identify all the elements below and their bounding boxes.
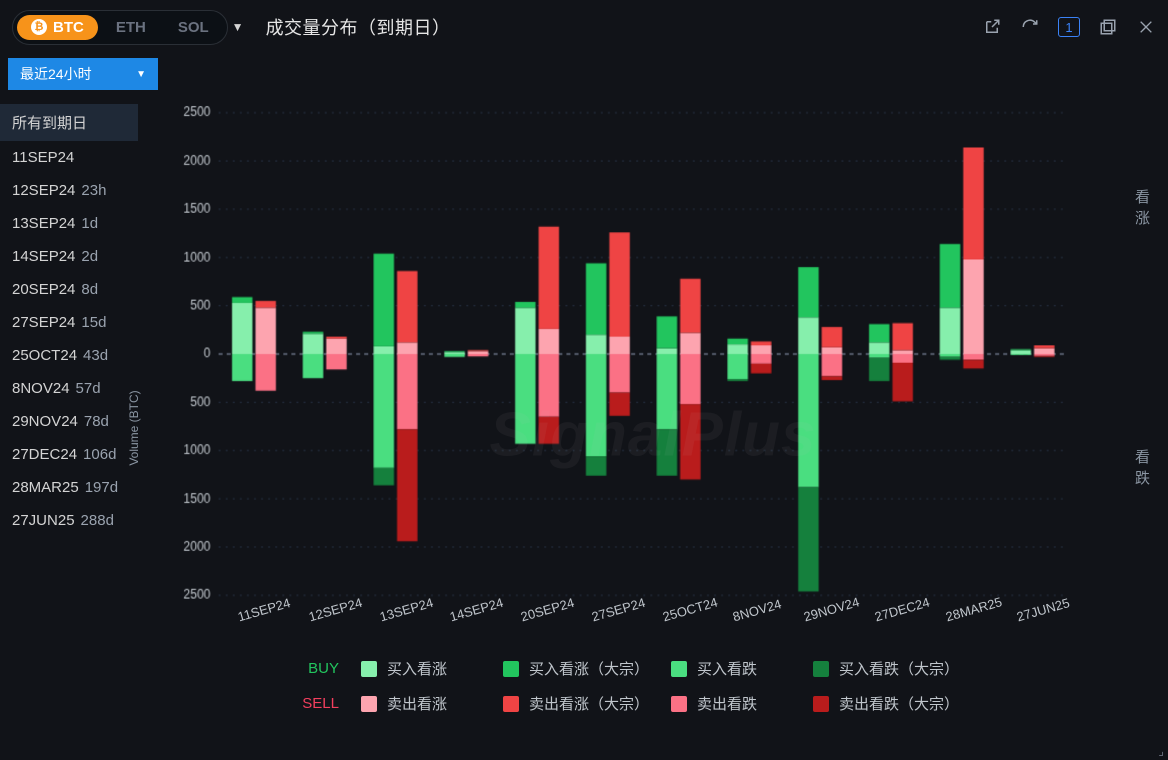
sidebar-item[interactable]: 11SEP24 bbox=[0, 141, 138, 174]
sidebar-item-label: 20SEP24 bbox=[12, 281, 75, 298]
sidebar-item-duration: 288d bbox=[81, 512, 114, 529]
legend-swatch bbox=[813, 696, 829, 712]
expiry-sidebar: 所有到期日 11SEP24 12SEP24 23h 13SEP24 1d 14SEP24 2d… bbox=[0, 94, 138, 760]
right-label-call: 看涨 bbox=[1135, 186, 1150, 228]
legend-swatch bbox=[671, 661, 687, 677]
legend-item[interactable]: 卖出看跌 bbox=[671, 693, 791, 714]
btc-icon: ₿ bbox=[31, 19, 47, 35]
refresh-icon[interactable] bbox=[1020, 17, 1040, 37]
sidebar-item[interactable]: 14SEP24 2d bbox=[0, 240, 138, 273]
chevron-down-icon: ▼ bbox=[136, 69, 146, 80]
sidebar-item-duration: 78d bbox=[84, 413, 109, 430]
sidebar-item[interactable]: 20SEP24 8d bbox=[0, 273, 138, 306]
sidebar-item-duration: 15d bbox=[81, 314, 106, 331]
windows-icon[interactable] bbox=[1098, 17, 1118, 37]
legend-swatch bbox=[503, 661, 519, 677]
sidebar-item-duration: 1d bbox=[81, 215, 98, 232]
sidebar-item-label: 27DEC24 bbox=[12, 446, 77, 463]
sidebar-item-label: 所有到期日 bbox=[12, 115, 87, 132]
resize-handle-icon[interactable]: ⌟ bbox=[1158, 744, 1164, 758]
main: 所有到期日 11SEP24 12SEP24 23h 13SEP24 1d 14SEP24 2d… bbox=[0, 94, 1168, 760]
legend-item[interactable]: 买入看跌（大宗） bbox=[813, 658, 959, 679]
sidebar-item-duration: 23h bbox=[81, 182, 106, 199]
legend-item[interactable]: 卖出看涨 bbox=[361, 693, 481, 714]
asset-tab-sol[interactable]: SOL bbox=[164, 15, 223, 40]
asset-tab-label: BTC bbox=[53, 19, 84, 36]
legend-item[interactable]: 卖出看跌（大宗） bbox=[813, 693, 959, 714]
legend-label: 买入看涨 bbox=[387, 658, 447, 679]
sidebar-item-label: 14SEP24 bbox=[12, 248, 75, 265]
legend-label: 买入看涨（大宗） bbox=[529, 658, 649, 679]
y-axis-label: Volume (BTC) bbox=[127, 390, 141, 465]
legend-item[interactable]: 买入看涨 bbox=[361, 658, 481, 679]
sidebar-item-duration: 57d bbox=[76, 380, 101, 397]
legend-item[interactable]: 买入看涨（大宗） bbox=[503, 658, 649, 679]
sidebar-item[interactable]: 28MAR25 197d bbox=[0, 471, 138, 504]
sidebar-item-duration: 106d bbox=[83, 446, 116, 463]
sidebar-item-label: 12SEP24 bbox=[12, 182, 75, 199]
time-range-select[interactable]: 最近24小时 ▼ bbox=[8, 58, 158, 90]
sidebar-item[interactable]: 27SEP24 15d bbox=[0, 306, 138, 339]
legend-head-sell: SELL bbox=[287, 695, 339, 712]
legend-label: 卖出看涨 bbox=[387, 693, 447, 714]
sidebar-item-duration: 197d bbox=[85, 479, 118, 496]
legend-label: 买入看跌（大宗） bbox=[839, 658, 959, 679]
sidebar-item[interactable]: 12SEP24 23h bbox=[0, 174, 138, 207]
legend-label: 卖出看涨（大宗） bbox=[529, 693, 649, 714]
legend-item[interactable]: 买入看跌 bbox=[671, 658, 791, 679]
sidebar-item-label: 29NOV24 bbox=[12, 413, 78, 430]
sidebar-item-label: 13SEP24 bbox=[12, 215, 75, 232]
legend: BUY 买入看涨 买入看涨（大宗） 买入看跌 买入看跌（大宗） SELL 卖出看涨 卖出… bbox=[168, 644, 1078, 714]
legend-swatch bbox=[503, 696, 519, 712]
right-label-put: 看跌 bbox=[1135, 446, 1150, 488]
volume-chart bbox=[168, 104, 1078, 604]
asset-tab-label: SOL bbox=[178, 19, 209, 36]
sidebar-item[interactable]: 13SEP24 1d bbox=[0, 207, 138, 240]
asset-tab-label: ETH bbox=[116, 19, 146, 36]
legend-label: 卖出看跌 bbox=[697, 693, 757, 714]
app-root: ₿ BTC ETH SOL ▼ 成交量分布（到期日） 1 最近24小时 ▼ bbox=[0, 0, 1168, 760]
sidebar-item-label: 27SEP24 bbox=[12, 314, 75, 331]
asset-tab-eth[interactable]: ETH bbox=[102, 15, 160, 40]
sidebar-item[interactable]: 29NOV24 78d bbox=[0, 405, 138, 438]
legend-swatch bbox=[671, 696, 687, 712]
legend-label: 卖出看跌（大宗） bbox=[839, 693, 959, 714]
sidebar-item[interactable]: 27DEC24 106d bbox=[0, 438, 138, 471]
sidebar-item[interactable]: 27JUN25 288d bbox=[0, 504, 138, 537]
page-title: 成交量分布（到期日） bbox=[266, 14, 451, 40]
legend-row-buy: BUY 买入看涨 买入看涨（大宗） 买入看跌 买入看跌（大宗） bbox=[287, 658, 959, 679]
filter-row: 最近24小时 ▼ bbox=[0, 54, 1168, 94]
legend-row-sell: SELL 卖出看涨 卖出看涨（大宗） 卖出看跌 卖出看跌（大宗） bbox=[287, 693, 959, 714]
page-indicator[interactable]: 1 bbox=[1058, 17, 1080, 37]
legend-label: 买入看跌 bbox=[697, 658, 757, 679]
sidebar-item-label: 25OCT24 bbox=[12, 347, 77, 364]
asset-tab-group: ₿ BTC ETH SOL bbox=[12, 10, 228, 45]
legend-swatch bbox=[361, 696, 377, 712]
legend-item[interactable]: 卖出看涨（大宗） bbox=[503, 693, 649, 714]
sidebar-item-label: 11SEP24 bbox=[12, 149, 74, 166]
sidebar-item-duration: 43d bbox=[83, 347, 108, 364]
asset-dropdown-chevron[interactable]: ▼ bbox=[228, 20, 252, 34]
sidebar-item-label: 27JUN25 bbox=[12, 512, 75, 529]
legend-head-buy: BUY bbox=[287, 660, 339, 677]
chart-area: SignalPlus Volume (BTC) 看涨 看跌 11SEP2412S… bbox=[138, 94, 1168, 760]
sidebar-item-duration: 2d bbox=[81, 248, 98, 265]
sidebar-item[interactable]: 8NOV24 57d bbox=[0, 372, 138, 405]
time-range-label: 最近24小时 bbox=[20, 64, 92, 84]
x-axis: 11SEP2412SEP2413SEP2414SEP2420SEP2427SEP… bbox=[168, 604, 1078, 644]
sidebar-item[interactable]: 25OCT24 43d bbox=[0, 339, 138, 372]
sidebar-item[interactable]: 所有到期日 bbox=[0, 104, 138, 141]
header: ₿ BTC ETH SOL ▼ 成交量分布（到期日） 1 bbox=[0, 0, 1168, 54]
sidebar-item-label: 8NOV24 bbox=[12, 380, 70, 397]
legend-swatch bbox=[813, 661, 829, 677]
close-icon[interactable] bbox=[1136, 17, 1156, 37]
sidebar-item-duration: 8d bbox=[81, 281, 98, 298]
open-external-icon[interactable] bbox=[982, 17, 1002, 37]
asset-tab-btc[interactable]: ₿ BTC bbox=[17, 15, 98, 40]
header-toolbar: 1 bbox=[982, 17, 1156, 37]
sidebar-item-label: 28MAR25 bbox=[12, 479, 79, 496]
legend-swatch bbox=[361, 661, 377, 677]
